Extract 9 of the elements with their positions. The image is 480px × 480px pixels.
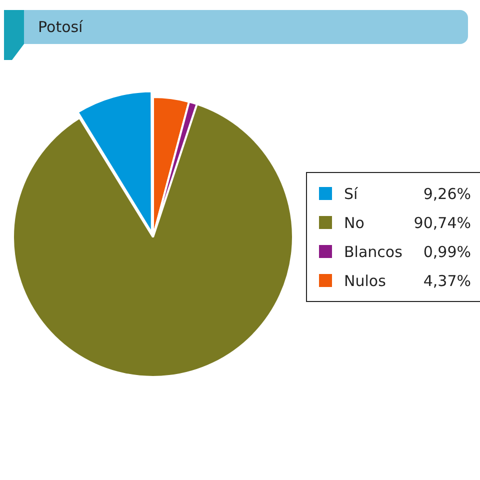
data-label: 4,37% — [423, 272, 471, 290]
legend-label: No — [344, 214, 366, 232]
chart-title: Potosí — [38, 18, 83, 36]
legend-label: Nulos — [344, 272, 387, 290]
data-label: 0,99% — [423, 242, 471, 260]
legend-label: Sí — [344, 184, 359, 202]
data-label: 90,74% — [414, 214, 471, 232]
data-label: 9,26% — [423, 184, 471, 202]
legend-label: Blancos — [344, 242, 404, 260]
